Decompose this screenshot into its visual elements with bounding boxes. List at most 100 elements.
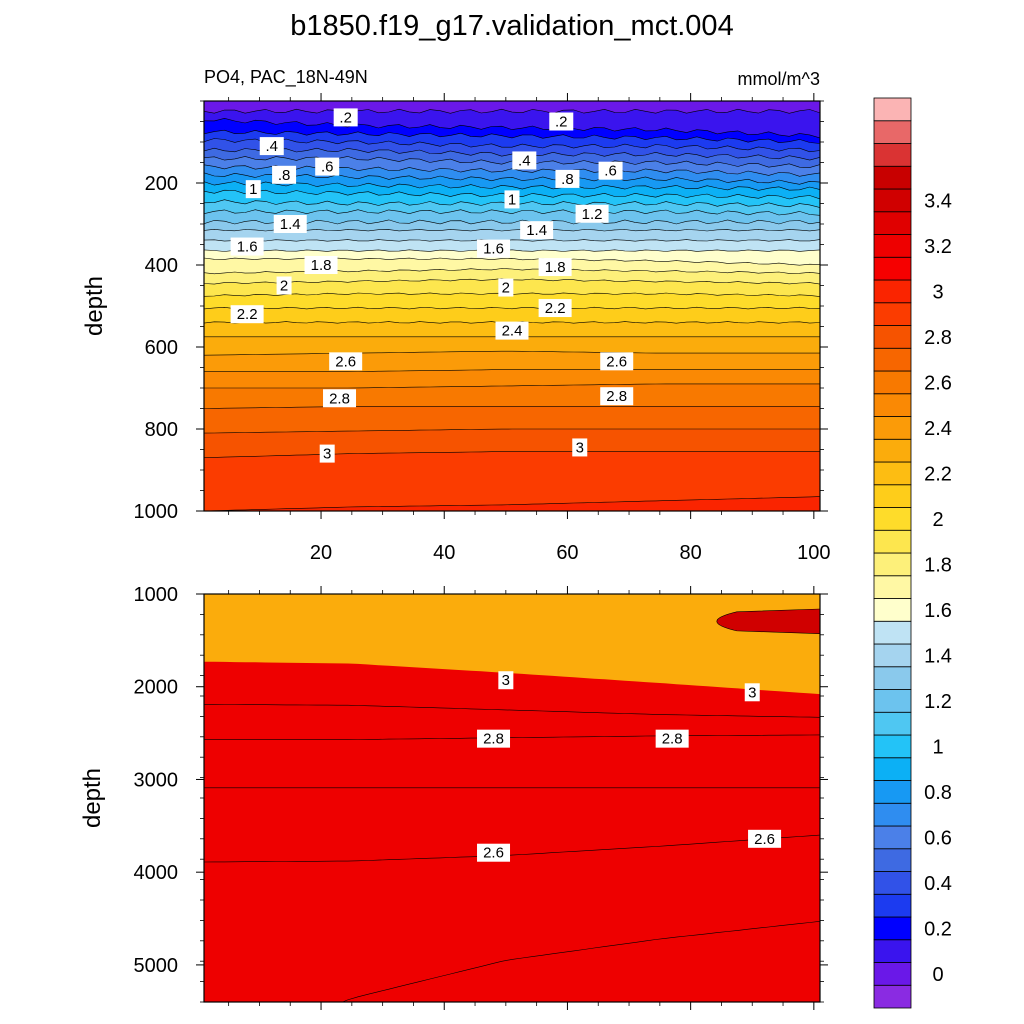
upper-ticks: 200 400 600 800 1000 20 40 60 80 100	[134, 93, 831, 564]
contour-label: .2	[555, 114, 568, 131]
contour-label: 2.6	[754, 831, 775, 848]
colorbar-swatch	[873, 188, 912, 213]
contour-line	[204, 496, 820, 511]
contour-label: .2	[339, 109, 352, 126]
colorbar-label: 1.4	[924, 645, 952, 667]
contour-label: 3	[323, 446, 331, 463]
colorbar-swatch	[873, 598, 912, 622]
contour-label: 2.6	[606, 353, 627, 370]
colorbar-swatch	[873, 825, 912, 850]
colorbar-label: 0	[932, 964, 943, 986]
colorbar-swatch	[873, 393, 912, 417]
colorbar-label: 1.2	[924, 691, 952, 713]
colorbar-swatch	[873, 234, 912, 258]
x-tick-label: 80	[680, 542, 702, 564]
panel-units-label: mmol/m^3	[738, 69, 820, 89]
colorbar-swatch	[873, 325, 912, 349]
colorbar-swatch	[873, 643, 912, 668]
contour-label-box	[504, 190, 520, 209]
panel-subtitle-left: PO4, PAC_18N-49N	[204, 67, 368, 88]
colorbar-swatch	[873, 871, 912, 895]
contour-label-box	[276, 276, 292, 295]
contour-label: 2.6	[335, 353, 356, 370]
contour-label: 2	[280, 278, 288, 295]
contour-label-box	[600, 352, 634, 371]
contour-line	[204, 406, 820, 409]
contour-band	[204, 451, 820, 511]
upper-panel: 200 400 600 800 1000 20 40 60 80 100 .2 .2 .4 .4 .8 .6…	[81, 93, 831, 564]
contour-label: 2.8	[662, 731, 683, 748]
contour-line	[204, 138, 820, 153]
colorbar-label: 0.2	[924, 918, 952, 940]
colorbar-swatch	[873, 848, 912, 872]
contour-label: 1.6	[237, 239, 258, 256]
colorbar-swatch	[873, 916, 912, 941]
contour-label-box	[572, 438, 588, 457]
contour-line	[204, 704, 820, 718]
x-tick-label: 20	[310, 542, 332, 564]
contour-band	[204, 496, 820, 511]
contour-label-box	[744, 683, 760, 702]
upper-contour-labels: .2 .2 .4 .4 .8 .6 .8 .6 1 1 1.2 1.4 1.4 1.6 1.6 1.8 1.8 2…	[230, 108, 634, 463]
contour-label: 1.2	[582, 206, 603, 223]
colorbar-label: 2.4	[924, 418, 952, 440]
contour-label-box	[477, 729, 511, 748]
figure-title: b1850.f19_g17.validation_mct.004	[290, 10, 733, 42]
lower-contour-labels: 3 3 2.8 2.8 2.6 2.6	[477, 671, 782, 862]
colorbar-swatch	[873, 507, 912, 531]
colorbar-swatch	[873, 711, 912, 736]
colorbar-swatch	[873, 256, 912, 281]
contour-line	[204, 350, 820, 356]
contour-label-box	[575, 204, 609, 223]
colorbar-label: 3	[932, 281, 943, 303]
contour-label: 3	[748, 684, 756, 701]
colorbar-swatch	[873, 438, 912, 463]
colorbar-label: 0.8	[924, 782, 952, 804]
contour-label-box	[555, 169, 580, 188]
colorbar-swatch	[873, 939, 912, 963]
colorbar-label: 2.8	[924, 327, 952, 349]
colorbar-swatch	[873, 279, 912, 304]
colorbar-swatch	[873, 757, 912, 781]
contour-label: 2.8	[329, 390, 350, 407]
contour-label: 2.2	[237, 306, 258, 323]
contour-line	[204, 209, 820, 216]
colorbar-swatch	[873, 416, 912, 440]
contour-label-box	[323, 389, 357, 408]
contour-line	[204, 734, 820, 740]
y-tick-label: 600	[145, 337, 178, 359]
colorbar-swatch	[873, 802, 912, 827]
contour-label: 1.6	[483, 241, 504, 258]
colorbar-label: 1.6	[924, 600, 952, 622]
contour-label-box	[319, 444, 335, 463]
contour-label-box	[333, 108, 358, 127]
contour-label: .6	[604, 163, 617, 180]
contour-line	[204, 451, 820, 458]
contour-label: 1	[249, 181, 257, 198]
contour-line	[341, 921, 820, 1002]
contour-label-box	[477, 239, 511, 258]
contour-line	[204, 172, 820, 185]
x-tick-label: 40	[433, 542, 455, 564]
colorbar-swatch	[873, 370, 912, 395]
contour-label: 2.2	[545, 300, 566, 317]
colorbar-swatch	[873, 529, 912, 554]
colorbar-swatch	[873, 984, 912, 1009]
contour-band	[204, 661, 820, 1002]
contour-label-box	[272, 165, 297, 184]
contour-label-box	[748, 829, 782, 848]
contour-label-box	[549, 112, 574, 131]
colorbar-label: 0.6	[924, 827, 952, 849]
contour-label-box	[600, 387, 634, 406]
contour-label: 1.8	[545, 259, 566, 276]
contour-line	[204, 239, 820, 242]
contour-label-box	[230, 237, 264, 256]
colorbar-swatch	[873, 893, 912, 918]
contour-label-box	[498, 278, 514, 297]
colorbar-label: 2.6	[924, 372, 952, 394]
y-tick-label: 2000	[134, 677, 179, 699]
contour-label: 1.8	[311, 257, 332, 274]
y-tick-label: 800	[145, 419, 178, 441]
contour-line	[204, 108, 820, 114]
